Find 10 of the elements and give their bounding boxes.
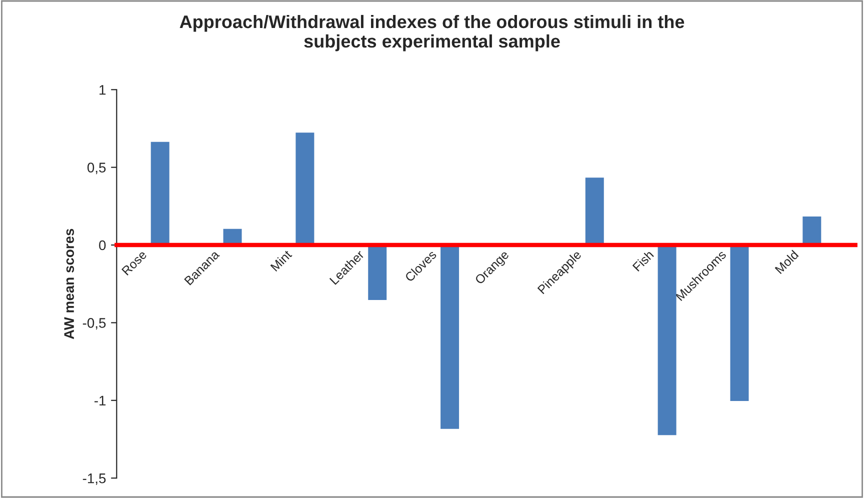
- y-tick-label: 0,5: [87, 162, 106, 174]
- x-tick-label: Mint: [270, 249, 292, 272]
- chart-title: Approach/Withdrawal indexes of the odorous stimuli in the subjects experimental sample: [180, 14, 684, 52]
- y-tick-label: -0,5: [82, 318, 106, 330]
- y-tick-label: -1,5: [82, 474, 106, 485]
- y-axis-title: AW mean scores: [64, 228, 74, 340]
- x-tick-label: Fish: [632, 250, 654, 272]
- y-tick-label: 1: [100, 85, 106, 95]
- y-tick-label: -1: [94, 396, 106, 406]
- y-tick-label: 0: [99, 240, 106, 250]
